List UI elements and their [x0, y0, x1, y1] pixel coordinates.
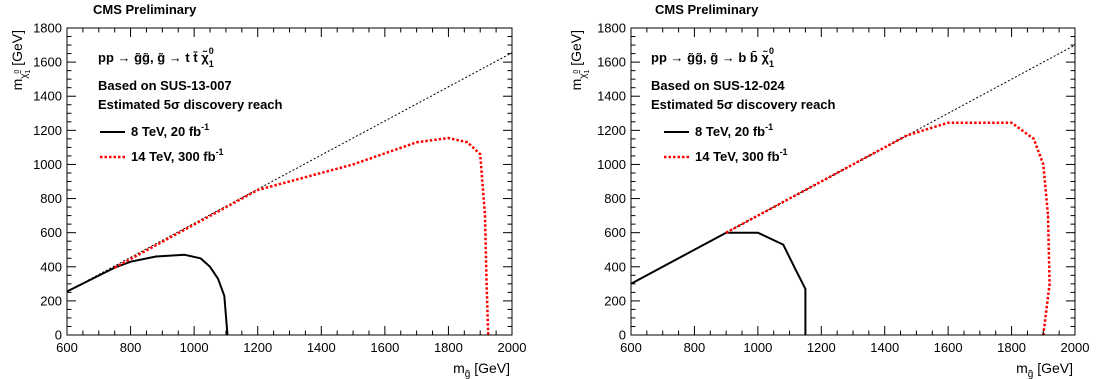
x-tick-label: 1000	[180, 340, 209, 355]
y-tick-label: 1000	[597, 157, 626, 172]
series-8tev-point	[223, 295, 225, 297]
series-14tev-point	[1047, 215, 1049, 217]
legend-14tev-label: 14 TeV, 300 fb-1	[695, 147, 788, 164]
series-8tev-point	[129, 261, 132, 263]
series-14tev-point	[485, 283, 488, 285]
y-tick-label: 1200	[33, 123, 62, 138]
series-8tev-point	[199, 257, 202, 259]
x-tick-label: 1200	[243, 340, 272, 355]
y-tick-label: 0	[55, 328, 62, 343]
y-axis-title: mχ̃10 [GeV]	[568, 30, 591, 90]
series-14tev-point	[257, 189, 259, 191]
plot-frame	[630, 27, 1076, 336]
y-tick-label: 1800	[33, 21, 62, 36]
x-tick-label: 800	[120, 340, 142, 355]
series-14tev-point	[947, 122, 949, 124]
y-tick-label: 600	[40, 225, 62, 240]
x-tick-label: 1400	[870, 340, 899, 355]
process-label: pp → g̃g̃, g̃ → t t̄ χ̃10	[98, 46, 214, 69]
y-tick-label: 800	[40, 191, 62, 206]
x-tick-label: 800	[684, 340, 706, 355]
series-14tev-line	[114, 136, 490, 336]
analysis-label: Based on SUS-13-007	[98, 78, 232, 93]
series-14tev-point	[352, 163, 354, 166]
series-8tev-point	[757, 232, 759, 234]
cms-header: CMS Preliminary	[655, 2, 759, 17]
analysis-label: Based on SUS-12-024	[651, 78, 785, 93]
y-tick-label: 1200	[597, 123, 626, 138]
reach-label: Estimated 5σ discovery reach	[651, 97, 836, 112]
x-tick-label: 1600	[370, 340, 399, 355]
y-tick-label: 200	[604, 293, 626, 308]
y-axis-title: mχ̃10 [GeV]	[9, 30, 32, 90]
y-tick-label: 200	[40, 293, 62, 308]
left-chart-panel: CMS Preliminary pp → g̃g̃, g̃ → t t̄ χ̃1…	[9, 2, 527, 379]
series-14tev-point	[479, 153, 481, 155]
series-14tev-point	[725, 232, 727, 234]
x-tick-label: 1400	[307, 340, 336, 355]
y-tick-label: 1400	[597, 89, 626, 104]
y-tick-label: 400	[40, 259, 62, 274]
series-8tev-point	[217, 278, 219, 280]
y-tick-label: 800	[604, 191, 626, 206]
svg-text:pp → g̃g̃, g̃ → t t̄ χ̃10: pp → g̃g̃, g̃ → t t̄ χ̃10	[98, 46, 214, 69]
legend-8tev-label: 8 TeV, 20 fb-1	[695, 122, 773, 139]
x-axis-title: mg̃ [GeV]	[1016, 360, 1073, 379]
series-14tev-point	[484, 215, 486, 217]
svg-text:pp → g̃g̃, g̃ → b b̄ χ̃10: pp → g̃g̃, g̃ → b b̄ χ̃10	[651, 46, 774, 69]
series-8tev-line	[630, 231, 807, 335]
x-tick-label: 600	[620, 340, 642, 355]
series-14tev-point	[1033, 138, 1035, 140]
x-tick-label: 1600	[934, 340, 963, 355]
x-tick-label: 1000	[743, 340, 772, 355]
y-tick-label: 1600	[597, 55, 626, 70]
series-8tev-point	[804, 288, 807, 290]
kinematic-limit-line	[66, 52, 513, 292]
series-14tev-point	[1010, 122, 1013, 124]
right-chart-panel: CMS Preliminary pp → g̃g̃, g̃ → b b̄ χ̃1…	[568, 2, 1090, 379]
legend-14tev-label: 14 TeV, 300 fb-1	[131, 147, 224, 164]
series-14tev-point	[466, 141, 469, 143]
x-tick-label: 1800	[434, 340, 463, 355]
legend-8tev-label: 8 TeV, 20 fb-1	[131, 122, 209, 139]
series-8tev-point	[782, 244, 784, 246]
x-tick-label: 2000	[1061, 340, 1090, 355]
series-14tev-point	[906, 134, 908, 137]
y-tick-label: 0	[619, 328, 626, 343]
series-14tev-point	[416, 141, 418, 143]
series-14tev-point	[1049, 283, 1051, 285]
x-axis-title: mg̃ [GeV]	[453, 360, 510, 379]
y-tick-label: 400	[604, 259, 626, 274]
x-tick-label: 2000	[498, 340, 527, 355]
process-label: pp → g̃g̃, g̃ → b b̄ χ̃10	[651, 46, 774, 69]
y-tick-label: 1800	[597, 21, 626, 36]
series-14tev-point	[114, 267, 116, 269]
series-8tev-point	[155, 255, 157, 258]
series-8tev-point	[795, 269, 797, 271]
y-tick-label: 1000	[33, 157, 62, 172]
series-8tev-line	[66, 253, 229, 336]
y-tick-label: 600	[604, 225, 626, 240]
x-tick-label: 1800	[997, 340, 1026, 355]
series-14tev-point	[1042, 163, 1044, 166]
reach-label: Estimated 5σ discovery reach	[98, 97, 283, 112]
y-tick-label: 1600	[33, 55, 62, 70]
series-8tev-point	[184, 254, 186, 256]
series-14tev-point	[447, 137, 450, 139]
x-tick-label: 600	[56, 340, 78, 355]
y-tick-label: 1400	[33, 89, 62, 104]
series-8tev-point	[209, 266, 211, 268]
x-tick-label: 1200	[807, 340, 836, 355]
cms-header: CMS Preliminary	[93, 2, 197, 17]
